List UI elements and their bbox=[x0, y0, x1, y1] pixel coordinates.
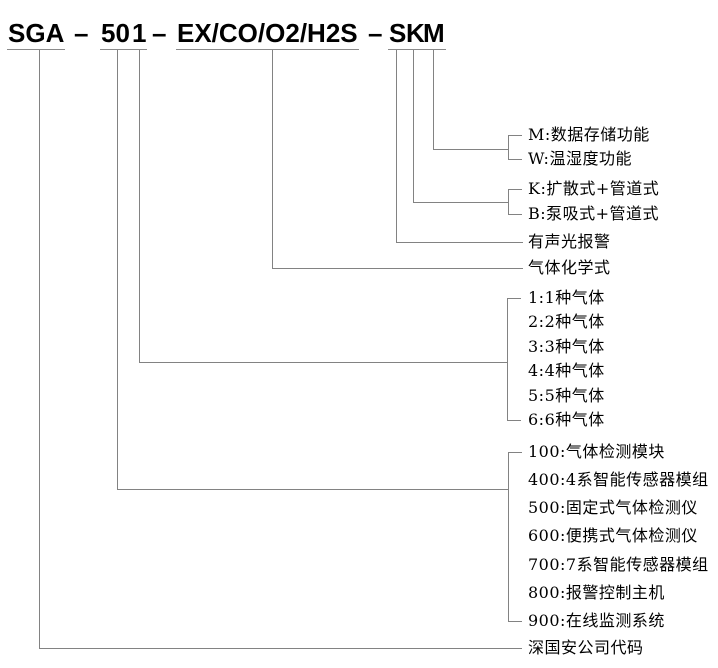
bracket-storage-spine bbox=[508, 135, 509, 160]
code-segment-sampling: K bbox=[405, 18, 426, 50]
legend-item-gas-count-1: 1:1种气体 bbox=[528, 288, 605, 307]
legend-item-sampling-b: B:泵吸式+管道式 bbox=[528, 204, 660, 223]
legend-item-series-800: 800:报警控制主机 bbox=[528, 583, 665, 602]
bracket-sampling-stub-bottom bbox=[508, 214, 522, 215]
connector-alarm-horizontal bbox=[396, 242, 523, 243]
legend-item-gas-count-5: 5:5种气体 bbox=[528, 386, 605, 405]
code-segment-gas-count: 1 bbox=[131, 18, 148, 50]
connector-sampling-horizontal bbox=[413, 202, 508, 203]
code-segment-alarm: S bbox=[388, 18, 408, 50]
legend-item-series-700: 700:7系智能传感器模组 bbox=[528, 555, 709, 574]
bracket-storage-stub-top bbox=[508, 135, 522, 136]
legend-item-series-400: 400:4系智能传感器模组 bbox=[528, 470, 709, 489]
connector-storage-vertical bbox=[433, 50, 434, 149]
connector-gas-count-vertical bbox=[139, 50, 140, 362]
legend-item-gas-formula: 气体化学式 bbox=[528, 258, 611, 277]
legend-item-storage-m: M:数据存储功能 bbox=[528, 125, 650, 144]
legend-item-gas-count-2: 2:2种气体 bbox=[528, 312, 605, 331]
code-segment-company: SGA bbox=[7, 18, 66, 50]
legend-item-sampling-k: K:扩散式+管道式 bbox=[528, 179, 660, 198]
connector-series-vertical bbox=[117, 50, 118, 489]
bracket-storage-stub-bottom bbox=[508, 159, 522, 160]
bracket-gas-count-spine bbox=[507, 298, 508, 421]
connector-gas-formula-horizontal bbox=[272, 268, 523, 269]
legend-item-storage-w: W:温湿度功能 bbox=[528, 149, 632, 168]
bracket-series-spine bbox=[508, 452, 509, 622]
legend-item-company: 深国安公司代码 bbox=[528, 638, 644, 657]
legend-item-series-100: 100:气体检测模块 bbox=[528, 442, 665, 461]
code-separator: – bbox=[152, 18, 167, 48]
connector-company-vertical bbox=[39, 50, 40, 648]
bracket-gas-count-stub-top bbox=[507, 298, 521, 299]
bracket-sampling-spine bbox=[508, 189, 509, 215]
connector-alarm-vertical bbox=[396, 50, 397, 242]
code-segment-gas-formula: EX/CO/O2/H2S bbox=[176, 18, 359, 50]
bracket-series-stub-bottom bbox=[508, 621, 522, 622]
legend-item-series-600: 600:便携式气体检测仪 bbox=[528, 526, 698, 545]
code-segment-storage: M bbox=[422, 18, 446, 50]
code-separator: – bbox=[368, 18, 383, 48]
legend-item-gas-count-6: 6:6种气体 bbox=[528, 410, 605, 429]
connector-gas-formula-vertical bbox=[272, 50, 273, 268]
bracket-gas-count-stub-bottom bbox=[507, 420, 521, 421]
bracket-series-stub-top bbox=[508, 452, 522, 453]
connector-storage-horizontal bbox=[433, 149, 508, 150]
connector-gas-count-horizontal bbox=[139, 362, 507, 363]
legend-item-alarm: 有声光报警 bbox=[528, 232, 611, 251]
code-separator: – bbox=[74, 18, 89, 48]
bracket-sampling-stub-top bbox=[508, 189, 522, 190]
connector-company-horizontal bbox=[39, 648, 522, 649]
legend-item-gas-count-4: 4:4种气体 bbox=[528, 361, 605, 380]
code-segment-series: 50 bbox=[100, 18, 131, 50]
legend-item-series-900: 900:在线监测系统 bbox=[528, 611, 665, 630]
connector-series-horizontal bbox=[117, 489, 508, 490]
legend-item-series-500: 500:固定式气体检测仪 bbox=[528, 498, 698, 517]
legend-item-gas-count-3: 3:3种气体 bbox=[528, 337, 605, 356]
connector-sampling-vertical bbox=[413, 50, 414, 202]
